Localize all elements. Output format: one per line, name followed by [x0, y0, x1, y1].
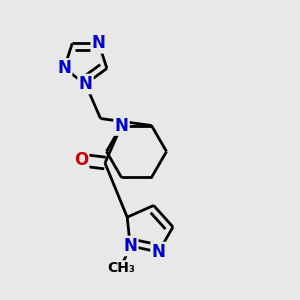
- Text: N: N: [57, 59, 71, 77]
- Text: N: N: [152, 243, 165, 261]
- Text: N: N: [79, 75, 92, 93]
- Text: O: O: [74, 151, 88, 169]
- Text: N: N: [115, 116, 128, 134]
- Text: N: N: [123, 237, 137, 255]
- Text: CH₃: CH₃: [107, 262, 135, 275]
- Text: N: N: [92, 34, 106, 52]
